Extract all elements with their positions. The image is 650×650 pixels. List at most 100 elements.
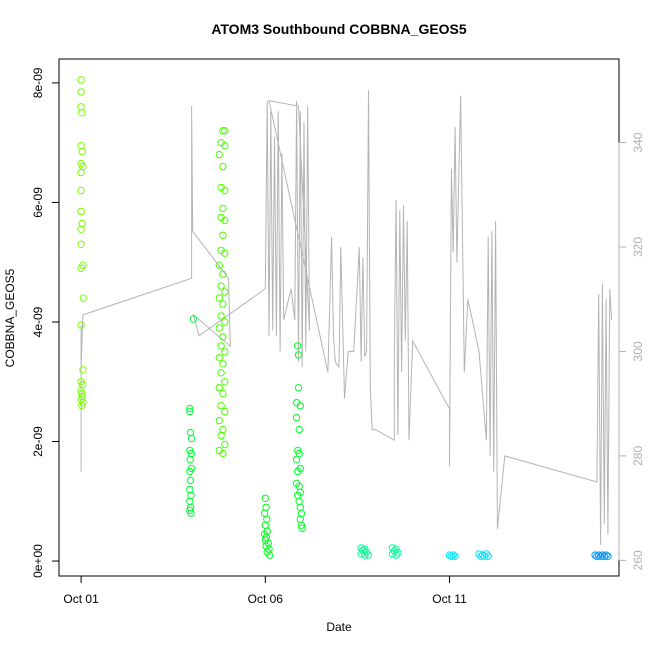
scatter-point <box>262 503 270 511</box>
scatter-point <box>186 467 194 476</box>
scatter-point <box>78 219 86 228</box>
scatter-point <box>296 402 304 410</box>
scatter-point <box>591 551 599 559</box>
scatter-point <box>602 551 610 559</box>
scatter-point <box>77 264 85 272</box>
scatter-point <box>294 384 303 392</box>
scatter-point <box>482 550 491 558</box>
scatter-point <box>217 402 225 410</box>
scatter-point <box>221 288 229 296</box>
scatter-point <box>394 549 402 557</box>
scatter-point <box>219 300 227 308</box>
y2-tick-label: 280 <box>631 446 645 466</box>
scatter-point <box>186 485 194 493</box>
scatter-point <box>357 550 365 558</box>
scatter-point <box>215 150 224 159</box>
scatter-point <box>219 127 227 135</box>
scatter-point <box>77 321 85 329</box>
scatter-point <box>296 515 304 523</box>
scatter-point <box>187 491 195 499</box>
scatter-point <box>215 261 224 269</box>
scatter-point <box>215 354 224 362</box>
scatter-point <box>186 428 195 437</box>
scatter-point <box>219 162 227 171</box>
scatter-point <box>215 384 224 392</box>
scatter-point <box>77 168 85 177</box>
y2-tick-label: 340 <box>631 132 645 152</box>
scatter-point <box>221 407 229 416</box>
scatter-point <box>298 524 306 532</box>
scatter-point <box>221 440 229 449</box>
scatter-point <box>261 521 269 529</box>
scatter-point <box>77 225 85 234</box>
scatter-point <box>186 404 194 413</box>
scatter-point <box>219 204 227 213</box>
scatter-point <box>79 366 87 374</box>
scatter-point <box>297 509 306 517</box>
scatter-point <box>600 552 608 560</box>
scatter-point <box>221 127 229 135</box>
scatter-point <box>186 455 194 464</box>
x-tick-label: Oct 11 <box>432 592 467 606</box>
scatter-point <box>295 425 303 434</box>
scatter-point <box>596 552 605 560</box>
scatter-point <box>78 109 86 117</box>
scatter-point <box>295 449 303 458</box>
scatter-point <box>292 413 301 422</box>
scatter-point <box>294 351 303 359</box>
scatter-point <box>215 294 224 302</box>
x-tick-label: Oct 01 <box>63 592 99 606</box>
scatter-point <box>77 186 85 195</box>
scatter-point <box>187 434 196 443</box>
scatter-point <box>77 207 85 216</box>
scatter-point <box>215 324 224 332</box>
scatter-point <box>219 231 227 240</box>
scatter-point <box>221 348 229 356</box>
y-axis-label: COBBNA_GEOS5 <box>3 268 17 367</box>
scatter-point <box>595 551 603 559</box>
scatter-point <box>186 497 194 505</box>
scatter-point <box>297 521 306 529</box>
scatter-point <box>221 318 229 326</box>
scatter-point <box>364 551 373 559</box>
scatter-point <box>593 552 601 560</box>
scatter-point <box>292 455 301 464</box>
y2-tick-label: 260 <box>631 550 645 570</box>
scatter-point <box>480 552 489 560</box>
plot-frame <box>58 58 620 577</box>
scatter-point <box>295 497 303 505</box>
scatter-point <box>77 240 85 249</box>
scatter-point <box>484 552 492 560</box>
scatter-point <box>217 431 225 440</box>
scatter-point <box>219 449 227 458</box>
scatter-point <box>187 509 195 517</box>
scatter-points-layer <box>77 76 612 560</box>
scatter-point <box>217 342 225 350</box>
scatter-point <box>77 103 85 111</box>
scatter-point <box>479 551 487 559</box>
y-tick-label: 8e-09 <box>31 67 45 98</box>
scatter-point <box>294 342 302 350</box>
scatter-point <box>77 88 85 96</box>
chart-title: ATOM3 Southbound COBBNA_GEOS5 <box>211 21 467 37</box>
scatter-point <box>78 147 86 156</box>
scatter-point <box>604 552 612 560</box>
scatter-point <box>296 503 304 511</box>
scatter-point <box>79 294 88 302</box>
scatter-point <box>219 333 227 341</box>
y2-tick-label: 320 <box>631 237 645 257</box>
scatter-point <box>217 369 225 377</box>
y-tick-label: 0e+00 <box>31 544 45 578</box>
scatter-point <box>263 515 271 523</box>
scatter-point <box>388 550 397 558</box>
scatter-point <box>77 142 85 150</box>
x-axis-label: Date <box>326 620 352 634</box>
scatter-point <box>78 402 86 410</box>
scatter-point <box>392 551 400 559</box>
scatter-point <box>219 360 227 368</box>
scatter-point <box>77 76 85 84</box>
scatter-point <box>359 546 367 554</box>
scatter-point <box>221 142 229 150</box>
line-series-layer <box>80 90 613 545</box>
